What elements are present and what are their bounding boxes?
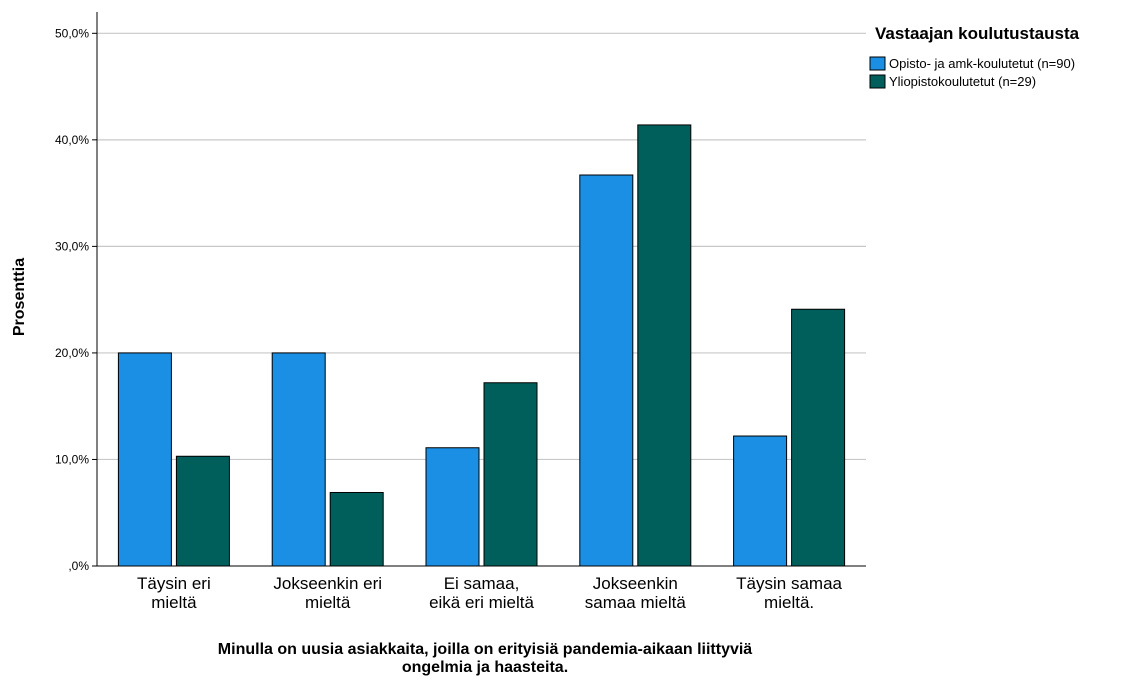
bar-series-0-cat-3 xyxy=(579,174,634,567)
bar-series-0-cat-0 xyxy=(117,352,172,567)
bar-series-0-cat-2 xyxy=(425,447,480,567)
legend-label: Yliopistokoulutetut (n=29) xyxy=(889,74,1036,89)
y-tick-label: 30,0% xyxy=(55,239,89,253)
y-tick-label: 20,0% xyxy=(55,346,89,360)
x-axis-title-line-2: ongelmia ja haasteita. xyxy=(402,659,568,676)
legend: Vastaajan koulutustausta Opisto- ja amk-… xyxy=(869,24,1080,89)
x-category-label: Jokseenkin xyxy=(593,574,678,593)
bar-series-0-cat-1 xyxy=(271,352,326,567)
x-category-label: mieltä. xyxy=(764,593,814,612)
x-category-label: Täysin eri xyxy=(137,574,211,593)
bars xyxy=(117,124,846,567)
x-category-label: Täysin samaa xyxy=(736,574,842,593)
legend-title: Vastaajan koulutustausta xyxy=(875,24,1080,43)
legend-label: Opisto- ja amk-koulutetut (n=90) xyxy=(889,56,1075,71)
bar-series-1-cat-2 xyxy=(483,382,538,567)
x-category-label: mieltä xyxy=(151,593,197,612)
x-axis-title-line-1: Minulla on uusia asiakkaita, joilla on e… xyxy=(218,641,753,658)
x-category-label: Jokseenkin eri xyxy=(273,574,382,593)
legend-swatch xyxy=(869,74,886,89)
y-tick-label: ,0% xyxy=(68,559,89,573)
bar-series-1-cat-0 xyxy=(175,455,230,567)
y-tick-label: 10,0% xyxy=(55,452,89,466)
bar-series-1-cat-1 xyxy=(329,491,384,567)
bar-series-1-cat-4 xyxy=(791,308,846,567)
gridlines xyxy=(97,32,866,461)
y-axis-title: Prosenttia xyxy=(11,258,28,336)
y-axis-ticks: ,0% 10,0% 20,0% 30,0% 40,0% 50,0% xyxy=(55,26,97,573)
bar-series-1-cat-3 xyxy=(637,124,692,567)
bar-series-0-cat-4 xyxy=(733,435,788,567)
x-category-label: Ei samaa, xyxy=(444,574,520,593)
x-category-label: samaa mieltä xyxy=(585,593,687,612)
x-category-label: mieltä xyxy=(305,593,351,612)
y-tick-label: 40,0% xyxy=(55,133,89,147)
x-category-label: eikä eri mieltä xyxy=(429,593,534,612)
y-tick-label: 50,0% xyxy=(55,26,89,40)
legend-swatch xyxy=(869,56,886,71)
